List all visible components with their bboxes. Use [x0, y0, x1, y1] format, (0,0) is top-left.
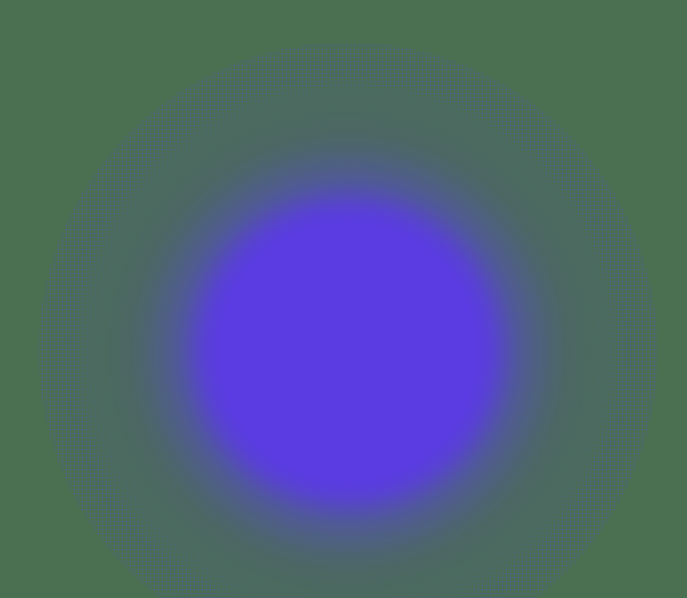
image-canvas: purple radial glow orb [0, 0, 687, 598]
